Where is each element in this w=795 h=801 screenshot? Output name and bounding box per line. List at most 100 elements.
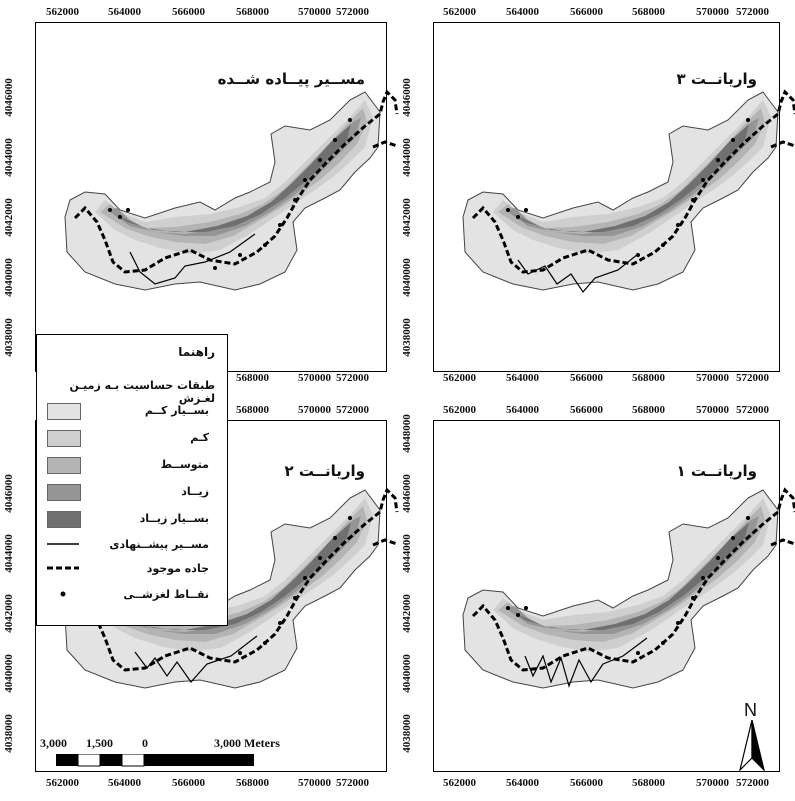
legend-item-moderate: متوســط xyxy=(47,455,217,475)
road-line-icon xyxy=(47,566,79,570)
legend-label: بســیار زیــاد xyxy=(139,512,209,525)
x-tick: 564000 xyxy=(506,404,539,416)
scale-bar: 3,000 1,500 0 3,000 Meters xyxy=(36,734,280,770)
x-tick: 570000 xyxy=(298,372,331,384)
x-tick: 562000 xyxy=(443,404,476,416)
y-tick: 4044000 xyxy=(400,138,413,177)
x-tick: 570000 xyxy=(696,6,729,18)
legend-item-high: زیــاد xyxy=(47,482,217,502)
x-tick: 562000 xyxy=(443,372,476,384)
legend-label: جاده موجود xyxy=(146,562,209,575)
x-tick: 572000 xyxy=(336,6,369,18)
y-tick: 4044000 xyxy=(2,138,15,177)
x-tick: 564000 xyxy=(108,777,141,789)
y-tick: 4038000 xyxy=(2,714,15,753)
x-tick: 566000 xyxy=(570,404,603,416)
y-tick: 4042000 xyxy=(2,198,15,237)
panel-title-variant-1: واریانــت ۱ xyxy=(676,462,757,480)
x-tick: 562000 xyxy=(443,6,476,18)
x-tick: 564000 xyxy=(506,6,539,18)
y-tick: 4040000 xyxy=(400,258,413,297)
x-tick: 570000 xyxy=(696,777,729,789)
point-icon xyxy=(60,591,66,597)
scale-label: 0 xyxy=(142,736,148,750)
x-tick: 570000 xyxy=(298,6,331,18)
y-tick: 4038000 xyxy=(400,714,413,753)
legend-item-existing-road: جاده موجود xyxy=(47,559,217,579)
x-tick: 572000 xyxy=(736,372,769,384)
legend-label: متوســط xyxy=(160,458,209,471)
x-tick: 562000 xyxy=(46,777,79,789)
x-tick: 568000 xyxy=(236,404,269,416)
x-tick: 566000 xyxy=(570,6,603,18)
north-arrow: N xyxy=(734,700,774,780)
scale-label: 3,000 xyxy=(40,736,67,750)
legend-swatch xyxy=(47,484,81,501)
legend-label: زیــاد xyxy=(181,485,209,498)
x-tick: 570000 xyxy=(298,404,331,416)
y-tick: 4042000 xyxy=(400,594,413,633)
legend-swatch xyxy=(47,457,81,474)
legend-label: بســیار کــم xyxy=(144,404,209,417)
legend-swatch xyxy=(47,430,81,447)
y-tick: 4038000 xyxy=(400,318,413,357)
x-tick: 564000 xyxy=(108,6,141,18)
x-tick: 566000 xyxy=(172,777,205,789)
x-tick: 568000 xyxy=(632,6,665,18)
y-tick: 4044000 xyxy=(400,534,413,573)
x-tick: 570000 xyxy=(298,777,331,789)
x-tick: 572000 xyxy=(736,404,769,416)
legend-label: کـم xyxy=(190,431,209,444)
x-tick: 562000 xyxy=(443,777,476,789)
legend-item-proposed-route: مســیر پیشــنهادی xyxy=(47,535,217,555)
north-arrow-icon xyxy=(738,720,766,772)
north-label: N xyxy=(744,700,757,720)
y-tick: 4046000 xyxy=(400,474,413,513)
route-line-icon xyxy=(47,543,79,545)
map-legend: راهنما طبقات حساسیت بـه زمیـن لغـزش بســ… xyxy=(36,334,228,626)
x-tick: 572000 xyxy=(736,6,769,18)
scale-label: 3,000 Meters xyxy=(214,736,280,750)
y-tick: 4046000 xyxy=(400,78,413,117)
x-tick: 562000 xyxy=(46,6,79,18)
panel-title-variant-2: واریانــت ۲ xyxy=(284,462,365,480)
scale-label: 1,500 xyxy=(86,736,113,750)
legend-swatch xyxy=(47,511,81,528)
legend-label: نقــاط لغزشــی xyxy=(123,588,209,601)
y-tick: 4042000 xyxy=(2,594,15,633)
y-tick: 4044000 xyxy=(2,534,15,573)
y-tick: 4046000 xyxy=(2,78,15,117)
x-tick: 572000 xyxy=(736,777,769,789)
x-tick: 568000 xyxy=(632,777,665,789)
panel-title-variant-3: واریانــت ۳ xyxy=(676,70,757,88)
y-tick: 4040000 xyxy=(2,654,15,693)
legend-label: مســیر پیشــنهادی xyxy=(109,538,209,551)
x-tick: 568000 xyxy=(236,6,269,18)
x-tick: 564000 xyxy=(506,372,539,384)
legend-item-very-high: بســیار زیــاد xyxy=(47,509,217,529)
x-tick: 566000 xyxy=(172,6,205,18)
legend-item-very-low: بســیار کــم xyxy=(47,401,217,421)
x-tick: 572000 xyxy=(336,777,369,789)
y-tick: 4040000 xyxy=(2,258,15,297)
scale-bar-graphic xyxy=(56,754,254,767)
legend-item-landslide-points: نقــاط لغزشــی xyxy=(47,585,217,605)
x-tick: 570000 xyxy=(696,404,729,416)
x-tick: 572000 xyxy=(336,404,369,416)
y-tick: 4042000 xyxy=(400,198,413,237)
x-tick: 570000 xyxy=(696,372,729,384)
x-tick: 568000 xyxy=(632,372,665,384)
panel-title-implemented-route: مســیر پیــاده شــده xyxy=(217,70,365,88)
x-tick: 568000 xyxy=(236,372,269,384)
x-tick: 566000 xyxy=(570,372,603,384)
legend-subtitle: طبقات حساسیت بـه زمیـن لغـزش xyxy=(69,379,216,405)
x-tick: 572000 xyxy=(336,372,369,384)
legend-swatch xyxy=(47,403,81,420)
y-tick: 4048000 xyxy=(400,414,413,453)
y-tick: 4040000 xyxy=(400,654,413,693)
legend-item-low: کـم xyxy=(47,428,217,448)
y-tick: 4038000 xyxy=(2,318,15,357)
x-tick: 564000 xyxy=(506,777,539,789)
x-tick: 568000 xyxy=(632,404,665,416)
x-tick: 566000 xyxy=(570,777,603,789)
